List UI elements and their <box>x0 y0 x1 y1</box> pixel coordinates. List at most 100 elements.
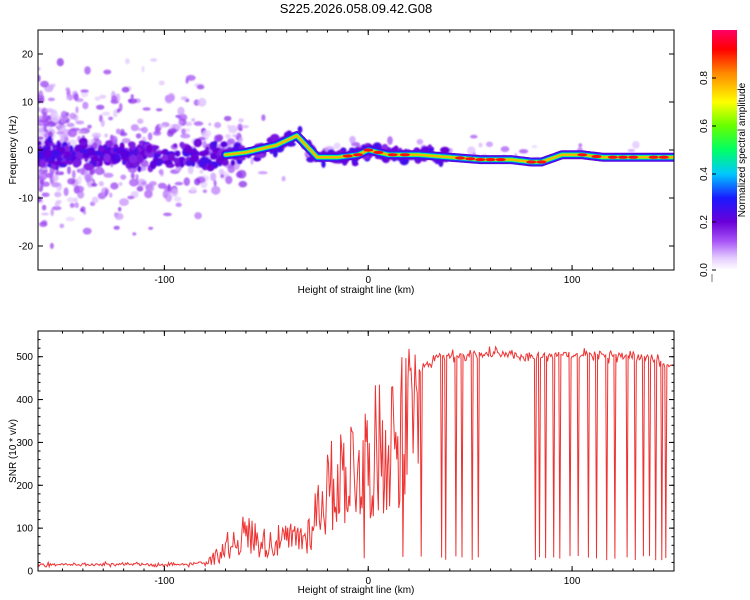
y-tick-label: 300 <box>16 438 33 449</box>
noise-blob <box>65 216 75 222</box>
noise-blob <box>141 181 147 185</box>
noise-blob <box>56 199 62 204</box>
band-blob <box>349 147 356 152</box>
noise-blob <box>38 106 42 113</box>
ridge-hotspot <box>658 155 669 159</box>
noise-blob <box>199 169 204 174</box>
noise-blob <box>257 171 268 175</box>
band-blob <box>43 149 53 158</box>
noise-blob <box>196 84 205 90</box>
ridge-hotspot <box>342 154 353 158</box>
y-tick-label: 0 <box>27 567 33 578</box>
band-blob <box>193 138 203 148</box>
band-blob <box>39 159 46 169</box>
noise-blob <box>185 78 189 84</box>
noise-blob <box>261 114 266 121</box>
noise-blob <box>77 175 83 185</box>
noise-blob <box>136 186 144 192</box>
noise-blob <box>108 116 114 121</box>
noise-blob <box>578 143 583 148</box>
noise-blob <box>41 204 47 211</box>
ridge-hotspot <box>526 160 537 164</box>
noise-blob <box>118 102 123 112</box>
band-blob <box>56 156 63 162</box>
noise-blob <box>163 212 172 217</box>
noise-blob <box>77 130 86 134</box>
noise-blob <box>142 107 151 111</box>
noise-blob <box>49 242 54 249</box>
y-tick-label: 0 <box>27 146 33 157</box>
noise-blob <box>103 172 114 178</box>
noise-blob <box>150 58 158 62</box>
noise-blob <box>59 223 65 229</box>
band-blob <box>163 160 173 165</box>
band-blob <box>122 159 127 166</box>
x-tick-label: -100 <box>154 576 174 587</box>
colorbar-tick-label: 0.6 <box>699 119 710 133</box>
noise-blob <box>67 197 74 203</box>
noise-blob <box>627 149 635 152</box>
noise-blob <box>185 121 193 127</box>
noise-blob <box>197 97 207 107</box>
spectral-ridge <box>221 131 674 167</box>
noise-blob <box>120 174 127 180</box>
noise-blob <box>43 123 47 130</box>
noise-blob <box>101 111 111 116</box>
noise-blob <box>132 232 137 236</box>
x-tick-label: 0 <box>365 275 371 286</box>
noise-blob <box>177 106 185 116</box>
noise-blob <box>115 128 121 135</box>
noise-blob <box>113 225 120 230</box>
noise-blob <box>158 124 166 128</box>
noise-blob <box>180 133 191 139</box>
noise-blob <box>38 136 44 140</box>
noise-blob <box>129 178 139 187</box>
noise-blob <box>208 122 212 126</box>
band-blob <box>221 159 229 166</box>
y-tick-label: -10 <box>19 194 34 205</box>
noise-blob <box>80 208 84 212</box>
noise-blob <box>50 208 54 217</box>
colorbar-ticks: 0.0 0.2 0.4 0.6 0.8 <box>699 71 716 282</box>
noise-blob <box>38 172 48 181</box>
noise-blob <box>194 178 201 186</box>
y-tick-label: 200 <box>16 481 33 492</box>
noise-blob <box>114 212 124 220</box>
noise-blob <box>281 176 286 182</box>
noise-blob <box>416 138 424 145</box>
noise-blob <box>98 181 104 187</box>
noise-blob <box>39 221 48 227</box>
noise-blob <box>171 188 179 197</box>
band-blob <box>192 147 197 155</box>
band-blob <box>202 158 212 164</box>
noise-blob <box>87 124 92 129</box>
ridge-hotspot <box>485 158 496 162</box>
band-blob <box>56 140 61 149</box>
band-blob <box>198 150 209 157</box>
noise-blob <box>148 226 154 230</box>
noise-blob <box>181 128 186 135</box>
noise-blob <box>63 187 69 196</box>
noise-blob <box>40 80 49 88</box>
noise-blob <box>127 195 135 200</box>
noise-blob <box>220 174 224 178</box>
noise-blob <box>38 196 43 203</box>
noise-blob <box>40 212 50 216</box>
noise-blob <box>85 128 89 133</box>
x-tick-label: 0 <box>365 576 371 587</box>
band-blob <box>103 153 111 163</box>
noise-blob <box>56 131 65 135</box>
noise-blob <box>51 206 62 211</box>
ridge-hotspot <box>475 158 486 162</box>
noise-blob <box>118 182 123 186</box>
noise-blob <box>91 132 102 139</box>
noise-blob <box>121 86 130 93</box>
noise-blob <box>79 167 85 176</box>
noise-blob <box>67 129 73 136</box>
colorbar-label: Normalized spectral amplitude <box>737 82 748 217</box>
band-blob <box>128 150 139 156</box>
ridge-hotspot <box>648 155 659 159</box>
